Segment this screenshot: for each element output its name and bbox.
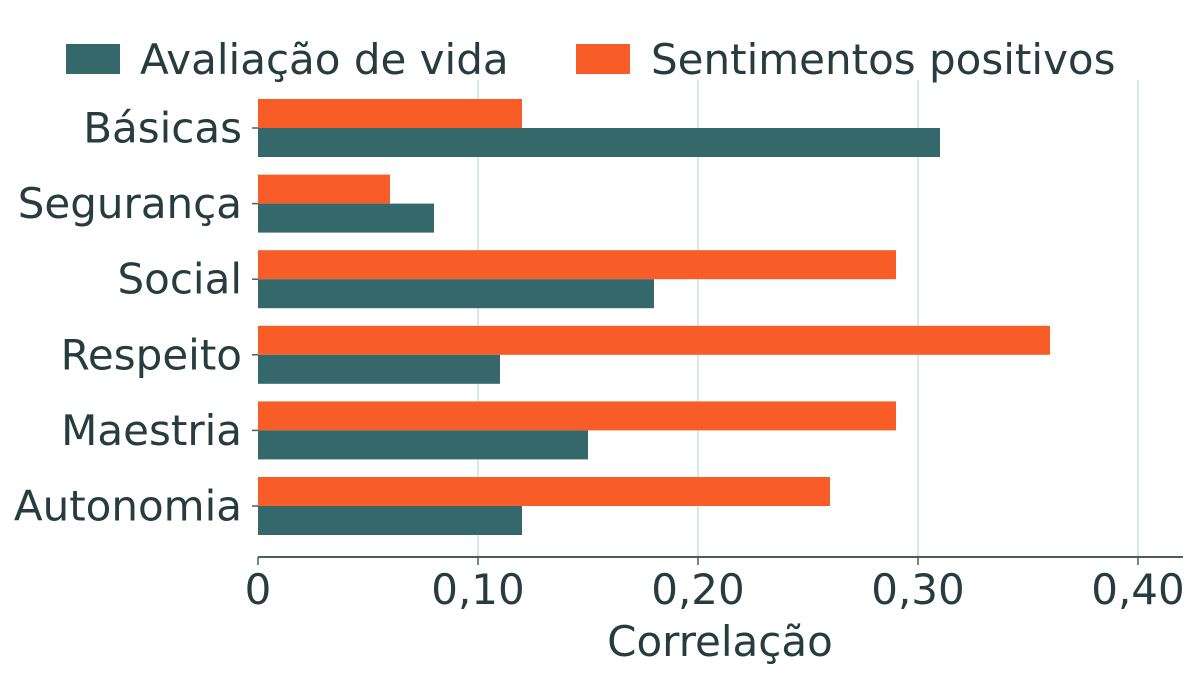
category-label-maestria: Maestria bbox=[61, 406, 242, 455]
bar-avaliacao-de-vida-social bbox=[258, 279, 654, 309]
bar-avaliacao-de-vida-respeito bbox=[258, 354, 500, 384]
bar-avaliacao-de-vida-seguranca bbox=[258, 203, 434, 233]
bar-avaliacao-de-vida-maestria bbox=[258, 430, 588, 460]
category-label-autonomia: Autonomia bbox=[14, 482, 242, 531]
category-label-basicas: Básicas bbox=[83, 104, 242, 153]
x-tick-label-1: 0,10 bbox=[431, 565, 525, 614]
x-axis-title: Correlação bbox=[607, 617, 833, 666]
bar-sentimentos-positivos-basicas bbox=[258, 99, 522, 128]
legend-label-sentimentos-positivos: Sentimentos positivos bbox=[651, 35, 1116, 84]
category-labels: Básicas Segurança Social Respeito Maestria Au… bbox=[14, 104, 258, 531]
legend-swatch-avaliacao-de-vida bbox=[66, 44, 120, 74]
category-label-respeito: Respeito bbox=[61, 330, 242, 379]
x-tick-label-3: 0,30 bbox=[871, 565, 965, 614]
x-axis-ticks: 0 0,10 0,20 0,30 0,40 bbox=[245, 557, 1185, 614]
x-tick-label-0: 0 bbox=[245, 565, 272, 614]
bar-sentimentos-positivos-maestria bbox=[258, 401, 896, 431]
legend: Avaliação de vida Sentimentos positivos bbox=[66, 35, 1116, 84]
bar-avaliacao-de-vida-autonomia bbox=[258, 506, 522, 535]
bar-sentimentos-positivos-respeito bbox=[258, 325, 1050, 355]
x-tick-label-2: 0,20 bbox=[651, 565, 745, 614]
category-label-social: Social bbox=[117, 255, 242, 304]
bar-sentimentos-positivos-social bbox=[258, 250, 896, 280]
category-label-seguranca: Segurança bbox=[18, 179, 242, 228]
bars bbox=[258, 99, 1050, 535]
x-tick-label-4: 0,40 bbox=[1091, 565, 1185, 614]
legend-label-avaliacao-de-vida: Avaliação de vida bbox=[140, 35, 509, 84]
legend-swatch-sentimentos-positivos bbox=[576, 44, 630, 74]
bar-sentimentos-positivos-seguranca bbox=[258, 174, 390, 204]
bar-sentimentos-positivos-autonomia bbox=[258, 477, 830, 506]
bar-avaliacao-de-vida-basicas bbox=[258, 128, 940, 157]
